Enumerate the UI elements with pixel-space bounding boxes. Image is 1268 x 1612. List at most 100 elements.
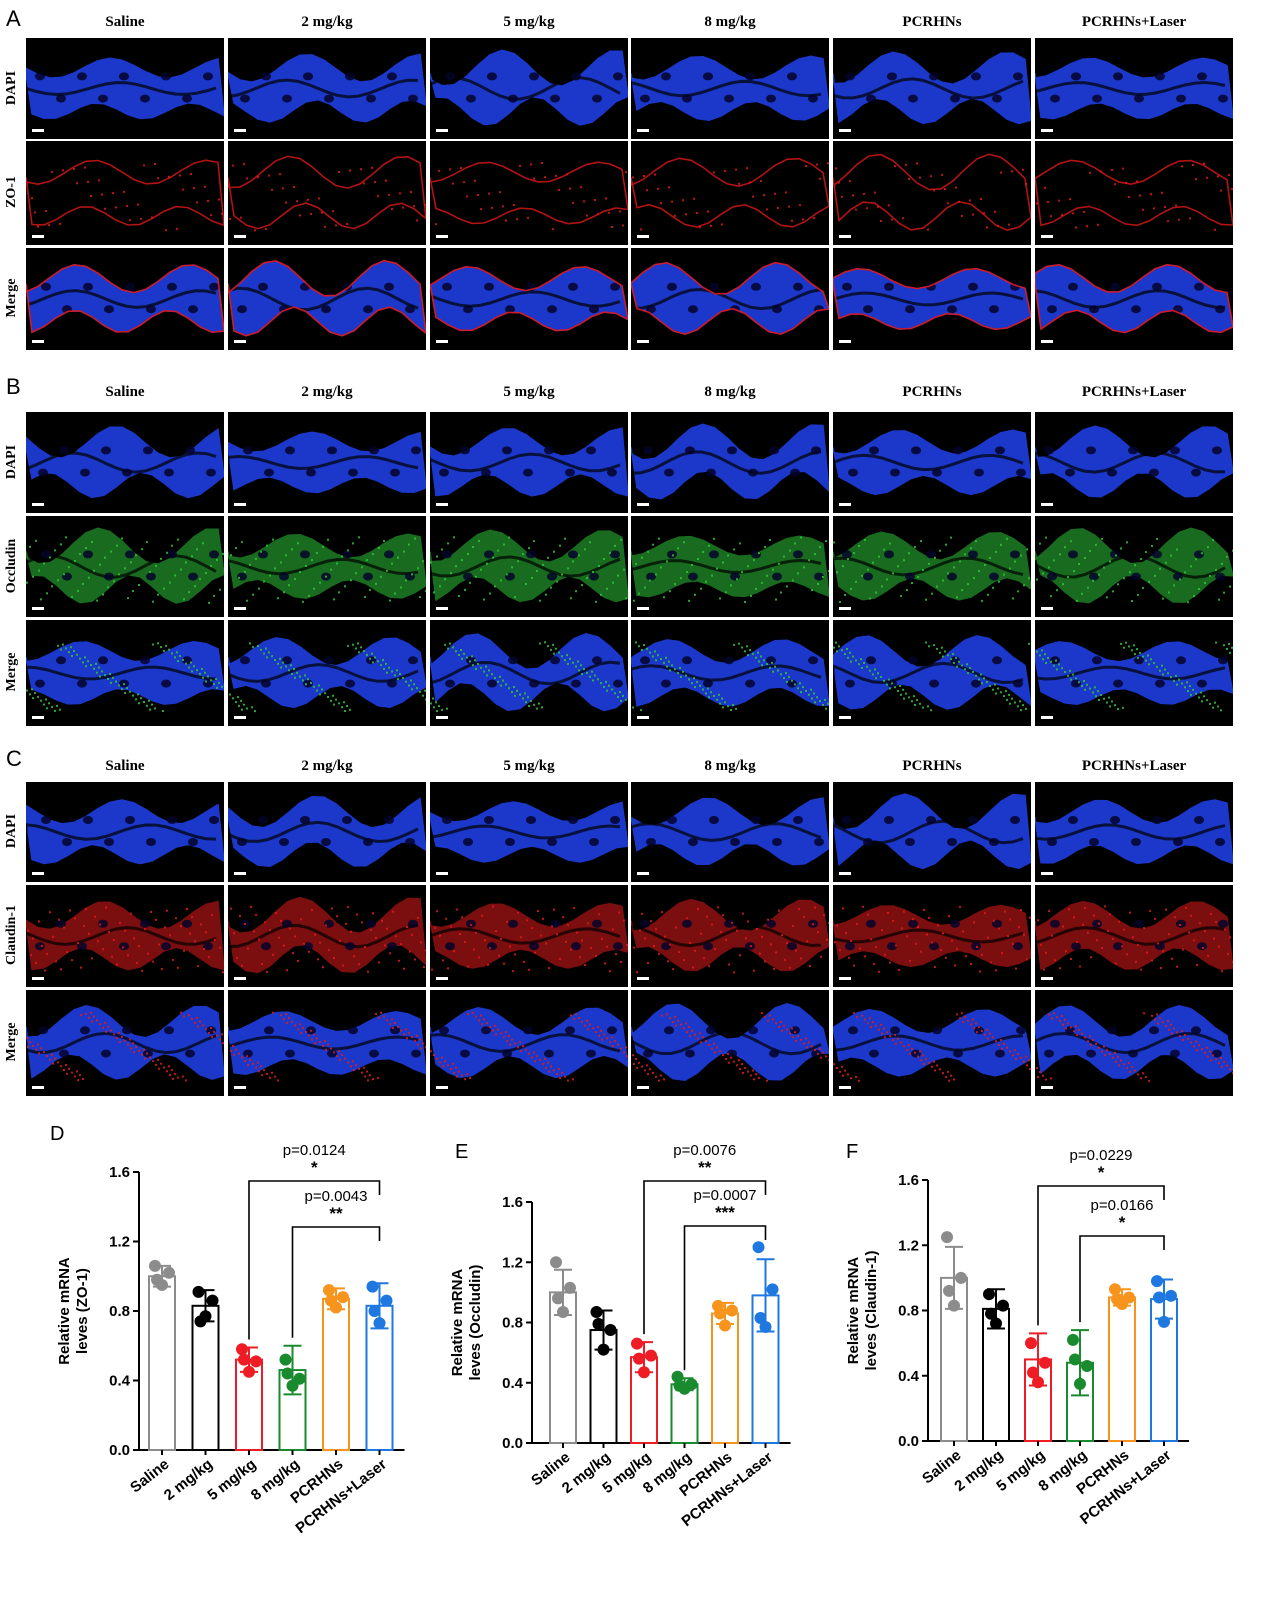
chart-panel-letter: D <box>50 1123 64 1145</box>
data-point <box>766 1283 779 1296</box>
micrograph-tile <box>26 885 224 987</box>
data-point <box>754 1311 767 1324</box>
micrograph-tile <box>833 248 1031 350</box>
y-tick-label: 1.2 <box>502 1254 523 1271</box>
column-label: 5 mg/kg <box>503 758 555 774</box>
micrograph-tile <box>1035 885 1233 987</box>
scale-bar <box>637 129 649 132</box>
y-axis-label: Relative mRNA <box>845 1257 862 1365</box>
column-label: 8 mg/kg <box>704 14 756 30</box>
chart-panel-letter: F <box>846 1141 858 1163</box>
scale-bar <box>234 607 246 610</box>
column-label: PCRHNs <box>902 14 962 30</box>
y-tick-label: 0.8 <box>109 1303 130 1320</box>
y-tick-label: 0.8 <box>502 1315 523 1332</box>
significance-stars: * <box>1119 1213 1126 1232</box>
bar <box>1108 1296 1136 1442</box>
micrograph-tile <box>430 516 628 617</box>
data-point <box>726 1304 738 1317</box>
y-tick-label: 1.2 <box>898 1237 919 1254</box>
micrograph-tile <box>833 885 1031 987</box>
data-point <box>323 1284 335 1297</box>
data-point <box>714 1307 726 1320</box>
data-point <box>337 1291 349 1304</box>
data-point <box>206 1294 219 1307</box>
micrograph-tile <box>430 38 628 139</box>
data-point <box>281 1367 294 1380</box>
data-point <box>250 1355 262 1368</box>
micrograph-tile <box>1035 412 1233 513</box>
micrograph-tile <box>430 782 628 882</box>
significance-stars: ** <box>698 1158 712 1177</box>
scale-bar <box>436 607 448 610</box>
micrograph-tile <box>26 248 224 350</box>
data-point <box>380 1294 393 1307</box>
micrograph-tile <box>1035 516 1233 617</box>
scale-bar <box>32 129 44 132</box>
scale-bar <box>1041 607 1053 610</box>
data-point <box>243 1365 255 1378</box>
scale-bar <box>637 977 649 980</box>
scale-bar <box>32 716 44 719</box>
panel-letter-C: C <box>6 746 22 771</box>
data-point <box>985 1307 997 1320</box>
data-point <box>941 1231 953 1244</box>
micrograph-tile <box>26 141 224 245</box>
scale-bar <box>1041 235 1053 238</box>
scale-bar <box>234 872 246 875</box>
micrograph-tile <box>228 885 426 987</box>
micrograph-tile <box>1035 38 1233 139</box>
data-point <box>638 1366 650 1379</box>
significance-stars: *** <box>715 1203 735 1222</box>
scale-bar <box>32 503 44 506</box>
micrograph-tile <box>228 990 426 1096</box>
micrograph-tile <box>430 620 628 726</box>
micrograph-tile <box>430 141 628 245</box>
scale-bar <box>1041 1086 1053 1089</box>
panel-letter-B: B <box>6 374 21 399</box>
scale-bar <box>637 872 649 875</box>
data-point <box>1151 1275 1163 1288</box>
scale-bar <box>637 716 649 719</box>
scale-bar <box>637 340 649 343</box>
y-tick-label: 0.0 <box>109 1442 130 1459</box>
p-value-label: p=0.0043 <box>305 1188 368 1205</box>
y-tick-label: 1.6 <box>898 1172 919 1189</box>
data-point <box>983 1288 995 1301</box>
column-label: Saline <box>105 384 145 400</box>
column-label: 8 mg/kg <box>704 384 756 400</box>
micrograph-tile <box>228 782 426 882</box>
data-point <box>194 1315 207 1328</box>
data-point <box>671 1370 684 1383</box>
y-tick-label: 0.4 <box>109 1373 131 1390</box>
y-tick-label: 1.2 <box>109 1234 130 1251</box>
scale-bar <box>839 1086 851 1089</box>
data-point <box>373 1317 386 1330</box>
micrograph-tile <box>631 782 829 882</box>
y-tick-label: 0.4 <box>502 1375 524 1392</box>
column-label: PCRHNs+Laser <box>1081 384 1187 400</box>
scale-bar <box>436 340 448 343</box>
micrograph-tile <box>631 248 829 350</box>
data-point <box>597 1343 610 1356</box>
micrograph-tile <box>430 990 628 1096</box>
micrograph-tile <box>1035 620 1233 726</box>
significance-bracket <box>291 1226 381 1338</box>
data-point <box>552 1292 564 1305</box>
scale-bar <box>839 716 851 719</box>
micrograph-tile <box>631 620 829 726</box>
data-point <box>1158 1315 1170 1328</box>
micrograph-tile <box>1035 248 1233 350</box>
micrograph-tile <box>430 412 628 513</box>
p-value-label: p=0.0007 <box>694 1187 757 1204</box>
significance-bracket <box>683 1225 767 1371</box>
scale-bar <box>436 872 448 875</box>
scale-bar <box>839 607 851 610</box>
data-point <box>286 1379 299 1392</box>
data-point <box>366 1280 379 1293</box>
scale-bar <box>1041 977 1053 980</box>
p-value-label: p=0.0166 <box>1091 1197 1154 1214</box>
scale-bar <box>32 340 44 343</box>
data-point <box>1069 1353 1081 1366</box>
column-label: 5 mg/kg <box>503 384 555 400</box>
